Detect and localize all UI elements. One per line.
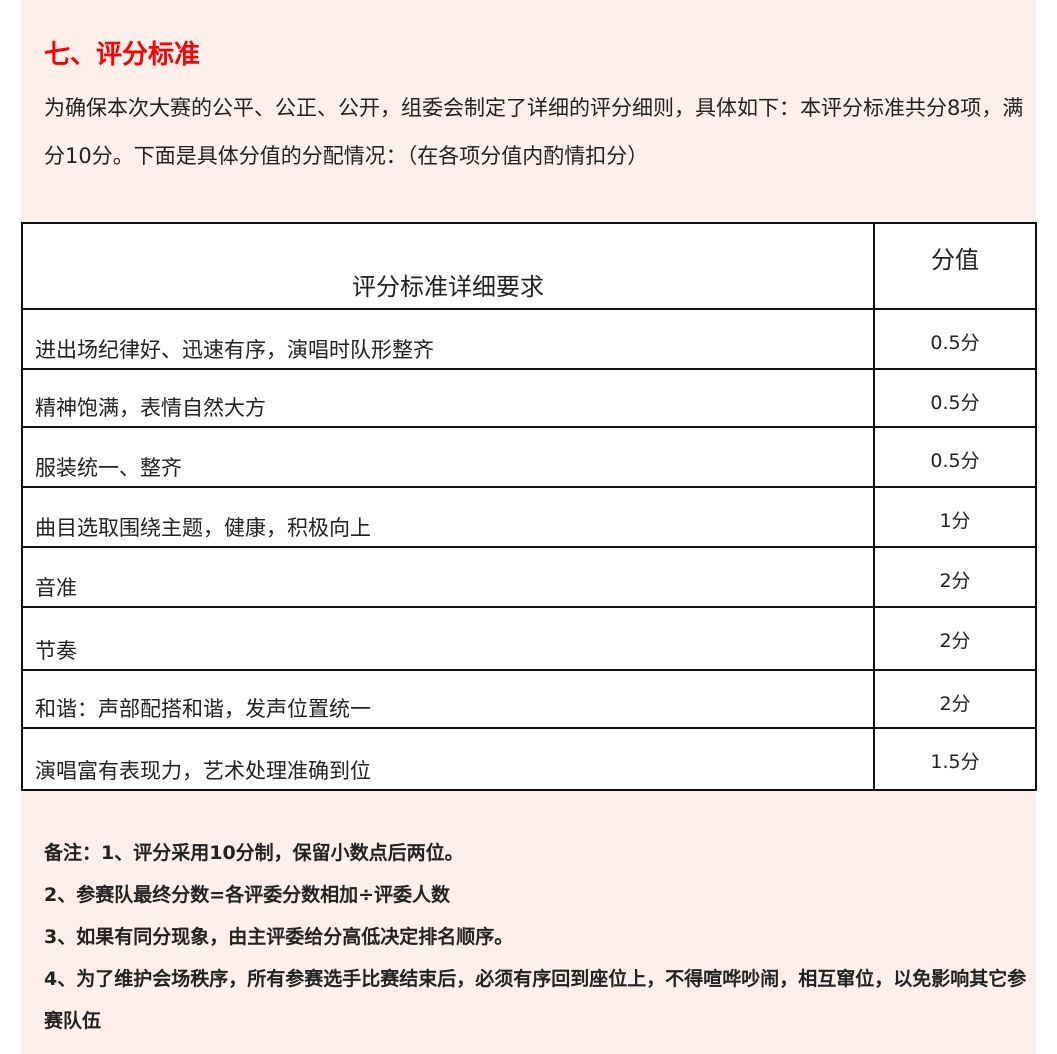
table-row: 音准 2分 — [21, 546, 1037, 608]
score-cell: 2分 — [873, 606, 1037, 671]
note-1: 备注：1、评分采用10分制，保留小数点后两位。 — [44, 842, 464, 864]
table-row: 曲目选取围绕主题，健康，积极向上 1分 — [21, 486, 1037, 548]
table-row: 节奏 2分 — [21, 606, 1037, 671]
note-3: 3、如果有同分现象，由主评委给分高低决定排名顺序。 — [44, 926, 514, 948]
score-cell: 0.5分 — [873, 368, 1037, 428]
note-2: 2、参赛队最终分数=各评委分数相加÷评委人数 — [44, 884, 451, 906]
scoring-table: 评分标准详细要求 分值 进出场纪律好、迅速有序，演唱时队形整齐 0.5分 精神饱满，… — [21, 222, 1037, 791]
table-row: 和谐：声部配搭和谐，发声位置统一 2分 — [21, 669, 1037, 729]
table-row: 演唱富有表现力，艺术处理准确到位 1.5分 — [21, 727, 1037, 791]
table-header-row: 评分标准详细要求 分值 — [21, 222, 1037, 310]
requirement-cell: 曲目选取围绕主题，健康，积极向上 — [21, 486, 875, 548]
table-row: 精神饱满，表情自然大方 0.5分 — [21, 368, 1037, 428]
requirement-cell: 服装统一、整齐 — [21, 426, 875, 488]
score-cell: 2分 — [873, 546, 1037, 608]
requirement-cell: 精神饱满，表情自然大方 — [21, 368, 875, 428]
score-cell: 0.5分 — [873, 426, 1037, 488]
header-requirement: 评分标准详细要求 — [21, 222, 875, 310]
requirement-cell: 节奏 — [21, 606, 875, 671]
score-cell: 1分 — [873, 486, 1037, 548]
requirement-cell: 演唱富有表现力，艺术处理准确到位 — [21, 727, 875, 791]
intro-paragraph: 为确保本次大赛的公平、公正、公开，组委会制定了详细的评分细则，具体如下：本评分标… — [44, 96, 1024, 168]
score-cell: 2分 — [873, 669, 1037, 729]
note-4: 4、为了维护会场秩序，所有参赛选手比赛结束后，必须有序回到座位上，不得喧哗吵闹，… — [44, 968, 1027, 1032]
header-score: 分值 — [873, 222, 1037, 310]
score-cell: 0.5分 — [873, 308, 1037, 370]
requirement-cell: 进出场纪律好、迅速有序，演唱时队形整齐 — [21, 308, 875, 370]
table-row: 服装统一、整齐 0.5分 — [21, 426, 1037, 488]
notes: 备注：1、评分采用10分制，保留小数点后两位。 2、参赛队最终分数=各评委分数相… — [44, 832, 1034, 1042]
score-cell: 1.5分 — [873, 727, 1037, 791]
requirement-cell: 和谐：声部配搭和谐，发声位置统一 — [21, 669, 875, 729]
table-row: 进出场纪律好、迅速有序，演唱时队形整齐 0.5分 — [21, 308, 1037, 370]
requirement-cell: 音准 — [21, 546, 875, 608]
section-heading: 七、评分标准 — [44, 40, 201, 70]
